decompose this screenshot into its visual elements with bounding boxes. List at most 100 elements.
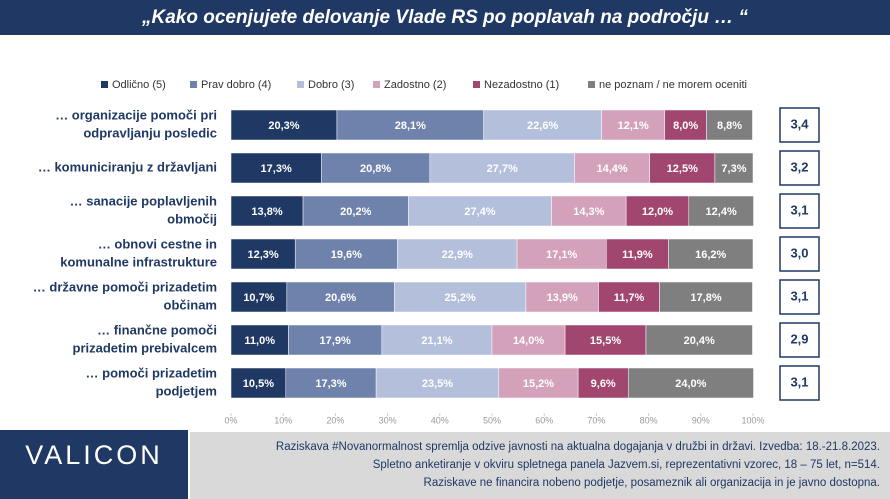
- bar-segment: [577, 367, 629, 399]
- x-tick-label: 80%: [640, 415, 658, 425]
- legend-label: Odlično (5): [112, 79, 166, 91]
- average-label: 3,2: [790, 159, 808, 174]
- bar-segment: [302, 195, 409, 227]
- value-label: 27,7%: [487, 163, 518, 175]
- bar-segment: [625, 195, 690, 227]
- bar-segment: [394, 281, 527, 313]
- bar-segment: [645, 324, 753, 356]
- value-label: 13,9%: [547, 292, 578, 304]
- x-tick-label: 40%: [431, 415, 449, 425]
- category-label: … finančne pomoči: [97, 322, 217, 337]
- bar-segment: [598, 281, 660, 313]
- bar-segment: [491, 324, 566, 356]
- bar-segment: [230, 238, 296, 270]
- category-label: območij: [167, 211, 217, 226]
- average-label: 3,1: [790, 374, 808, 389]
- x-tick-label: 30%: [379, 415, 397, 425]
- average-label: 3,4: [790, 116, 809, 131]
- average-label: 3,1: [790, 202, 808, 217]
- value-label: 13,8%: [251, 206, 282, 218]
- value-label: 25,2%: [445, 292, 476, 304]
- legend-label: Prav dobro (4): [201, 79, 271, 91]
- bar-segment: [483, 109, 602, 141]
- bar-segment: [230, 367, 287, 399]
- x-tick-label: 70%: [587, 415, 605, 425]
- bar-segment: [288, 324, 383, 356]
- value-label: 10,7%: [243, 292, 274, 304]
- legend-swatch: [101, 81, 108, 88]
- value-label: 12,1%: [618, 120, 649, 132]
- bar-segment: [381, 324, 493, 356]
- logo-box: [0, 430, 188, 499]
- average-box: [779, 322, 820, 358]
- chart-title: „Kako ocenjujete delovanje Vlade RS po p…: [141, 7, 749, 28]
- average-label: 3,0: [790, 245, 808, 260]
- bar-segment: [564, 324, 647, 356]
- legend-swatch: [588, 81, 595, 88]
- x-tick-label: 100%: [741, 415, 764, 425]
- footer-box: [190, 432, 890, 499]
- value-label: 22,9%: [442, 249, 473, 261]
- legend-label: Zadostno (2): [384, 79, 446, 91]
- bar-segment: [706, 109, 753, 141]
- bar-segment: [230, 195, 304, 227]
- average-label: 3,1: [790, 288, 808, 303]
- x-tick-label: 90%: [692, 415, 710, 425]
- legend-label: Dobro (3): [308, 79, 354, 91]
- value-label: 17,8%: [690, 292, 721, 304]
- x-tick-label: 50%: [483, 415, 501, 425]
- category-label: podjetjem: [156, 383, 217, 398]
- value-label: 16,2%: [695, 249, 726, 261]
- bar-segment: [714, 152, 754, 184]
- average-box: [779, 365, 820, 401]
- legend-label: ne poznam / ne morem oceniti: [599, 79, 747, 91]
- bar-segment: [649, 152, 716, 184]
- value-label: 12,0%: [642, 206, 673, 218]
- value-label: 10,5%: [243, 378, 274, 390]
- legend-swatch: [373, 81, 380, 88]
- bar-segment: [230, 281, 288, 313]
- bar-segment: [321, 152, 431, 184]
- category-label: … obnovi cestne in: [98, 236, 217, 251]
- average-box: [779, 193, 820, 229]
- value-label: 28,1%: [395, 120, 426, 132]
- category-label: … sanacije poplavljenih: [70, 193, 217, 208]
- value-label: 12,5%: [667, 163, 698, 175]
- title-bar: [0, 0, 890, 35]
- value-label: 15,2%: [523, 378, 554, 390]
- value-label: 14,4%: [596, 163, 627, 175]
- value-label: 9,6%: [591, 378, 616, 390]
- bar-segment: [498, 367, 579, 399]
- value-label: 17,1%: [546, 249, 577, 261]
- value-label: 14,0%: [513, 335, 544, 347]
- bar-segment: [688, 195, 754, 227]
- bar-segment: [516, 238, 607, 270]
- legend-swatch: [473, 81, 480, 88]
- value-label: 20,8%: [360, 163, 391, 175]
- average-box: [779, 279, 820, 315]
- bar-segment: [429, 152, 575, 184]
- value-label: 20,2%: [340, 206, 371, 218]
- bar-segment: [525, 281, 599, 313]
- category-label: prizadetim prebivalcem: [73, 340, 218, 355]
- bar-segment: [551, 195, 627, 227]
- average-label: 2,9: [790, 331, 808, 346]
- bar-segment: [659, 281, 753, 313]
- bar-segment: [286, 281, 395, 313]
- bar-segment: [408, 195, 552, 227]
- bar-segment: [230, 109, 338, 141]
- logo: VALICON: [25, 440, 163, 470]
- value-label: 11,7%: [614, 292, 645, 304]
- category-label: občinam: [164, 297, 217, 312]
- value-label: 12,3%: [248, 249, 279, 261]
- value-label: 23,5%: [422, 378, 453, 390]
- category-label: odpravljanju posledic: [83, 125, 217, 140]
- value-label: 12,4%: [706, 206, 737, 218]
- category-label: … komuniciranju z državljani: [38, 159, 217, 174]
- bar-segment: [574, 152, 650, 184]
- value-label: 11,9%: [622, 249, 653, 261]
- bar-segment: [627, 367, 754, 399]
- category-label: … državne pomoči prizadetim: [33, 279, 217, 294]
- category-label: … pomoči prizadetim: [86, 365, 217, 380]
